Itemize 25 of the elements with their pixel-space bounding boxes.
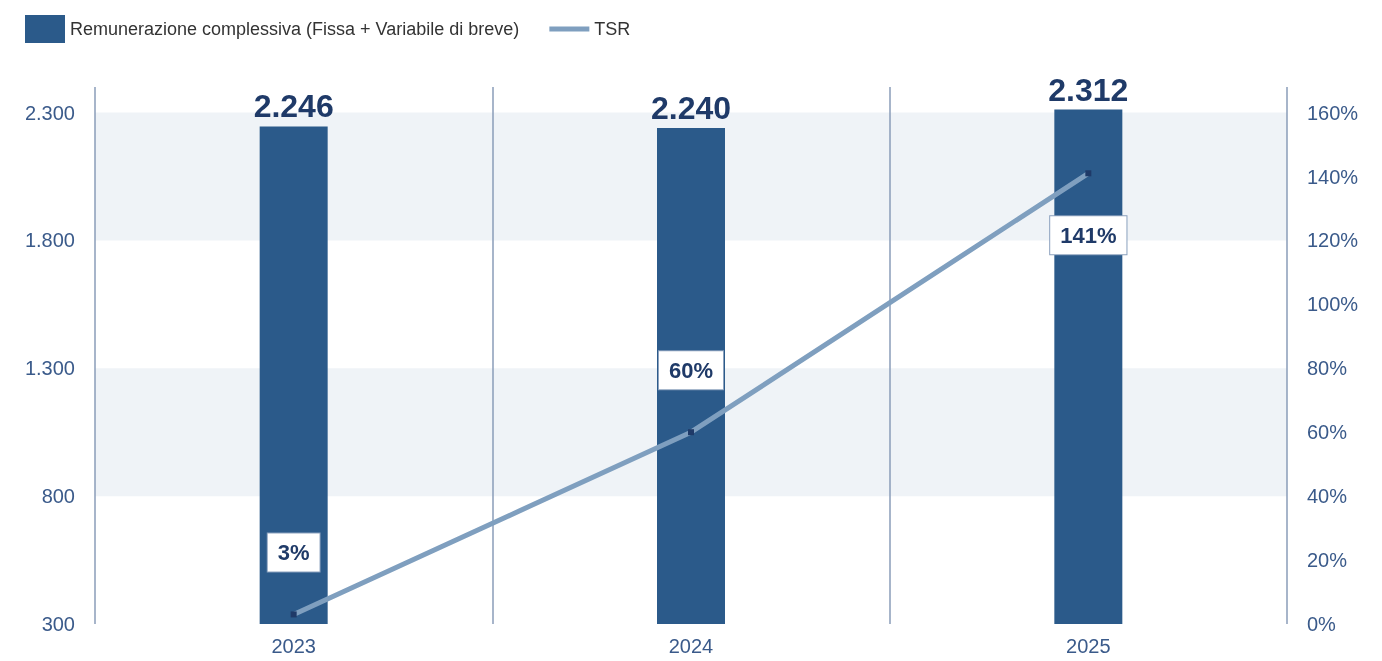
y2-tick-label: 120% (1307, 229, 1359, 252)
y2-tick-label: 140% (1307, 165, 1359, 188)
y2-tick-label: 80% (1307, 357, 1348, 380)
data-label: 2.240 (650, 89, 732, 126)
y-tick-label: 1.300 (24, 357, 75, 380)
y-tick-label: 1.800 (24, 229, 75, 252)
data-label: 141% (1060, 222, 1117, 248)
legend-label: Remunerazione complessiva (Fissa + Variabile di breve) (70, 19, 520, 39)
y-tick-label: 300 (41, 613, 75, 635)
y2-tick-label: 20% (1307, 549, 1348, 572)
data-label: 2.312 (1048, 71, 1129, 108)
y2-tick-label: 40% (1307, 485, 1348, 508)
y2-tick-label: 100% (1307, 293, 1359, 316)
x-tick-label: 2025 (1066, 635, 1111, 657)
y2-tick-label: 160% (1307, 101, 1359, 124)
x-tick-label: 2024 (668, 635, 714, 657)
y2-tick-label: 0% (1307, 613, 1337, 635)
data-label: 60% (668, 357, 714, 383)
y-tick-label: 2.300 (24, 101, 75, 124)
data-label: 3% (277, 539, 310, 565)
x-tick-label: 2023 (271, 635, 316, 657)
y2-tick-label: 60% (1307, 421, 1348, 444)
data-label: 2.246 (253, 88, 334, 125)
legend-label: TSR (594, 19, 631, 39)
y-tick-label: 800 (41, 485, 75, 508)
